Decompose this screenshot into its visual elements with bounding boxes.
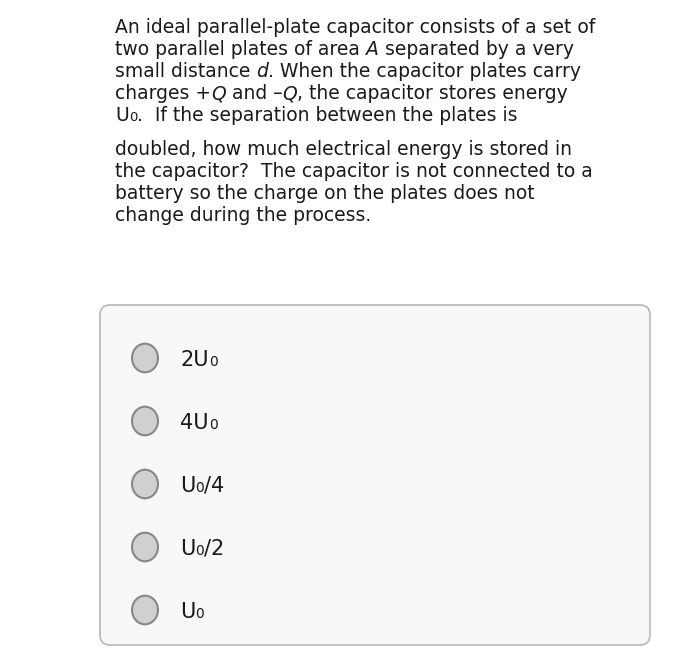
Text: the capacitor?  The capacitor is not connected to a: the capacitor? The capacitor is not conn… xyxy=(115,162,593,181)
Text: separated by a very: separated by a very xyxy=(379,40,574,59)
Text: U: U xyxy=(180,539,195,559)
Text: 0: 0 xyxy=(195,544,204,558)
Text: charges +: charges + xyxy=(115,84,211,103)
Text: 0: 0 xyxy=(129,111,137,124)
Text: .  If the separation between the plates is: . If the separation between the plates i… xyxy=(137,106,517,125)
Text: d: d xyxy=(256,62,268,81)
Text: U: U xyxy=(115,106,129,125)
Text: An ideal parallel-plate capacitor consists of a set of: An ideal parallel-plate capacitor consis… xyxy=(115,18,595,37)
Text: /4: /4 xyxy=(204,476,225,495)
Text: 2U: 2U xyxy=(180,350,209,370)
Text: and –: and – xyxy=(226,84,282,103)
Text: . When the capacitor plates carry: . When the capacitor plates carry xyxy=(268,62,581,81)
Text: , the capacitor stores energy: , the capacitor stores energy xyxy=(297,84,568,103)
FancyBboxPatch shape xyxy=(100,305,650,645)
Text: 0: 0 xyxy=(209,418,218,432)
Text: change during the process.: change during the process. xyxy=(115,206,371,225)
Text: A: A xyxy=(366,40,379,59)
Text: 0: 0 xyxy=(195,607,204,620)
Text: small distance: small distance xyxy=(115,62,256,81)
Text: U: U xyxy=(180,476,195,495)
Text: /2: /2 xyxy=(204,539,225,559)
Text: Q: Q xyxy=(282,84,297,103)
Ellipse shape xyxy=(132,343,158,372)
Text: U: U xyxy=(180,602,195,622)
Ellipse shape xyxy=(132,470,158,498)
Ellipse shape xyxy=(132,533,158,561)
Text: two parallel plates of area: two parallel plates of area xyxy=(115,40,366,59)
Ellipse shape xyxy=(132,595,158,624)
Text: 4U: 4U xyxy=(180,413,209,433)
Ellipse shape xyxy=(132,407,158,436)
Text: doubled, how much electrical energy is stored in: doubled, how much electrical energy is s… xyxy=(115,140,572,159)
Text: 0: 0 xyxy=(209,355,218,368)
Text: battery so the charge on the plates does not: battery so the charge on the plates does… xyxy=(115,184,535,203)
Text: 0: 0 xyxy=(195,481,204,495)
Text: Q: Q xyxy=(211,84,226,103)
